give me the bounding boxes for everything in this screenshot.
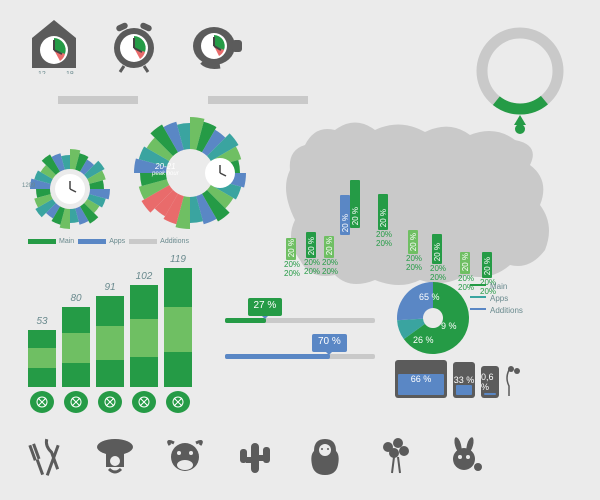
bar-icon [30, 391, 54, 413]
rabbit-icon [444, 435, 486, 482]
house-clock-icon: 12 18 [28, 18, 80, 74]
peak-hour-label: 20-21 peak hour [152, 163, 179, 177]
clock-icons-row: 12 18 [28, 18, 246, 74]
svg-text:18: 18 [66, 71, 74, 74]
bar-column: 53 [28, 330, 56, 387]
category-icons-row [24, 435, 486, 482]
pie-legend-item: Main [470, 282, 523, 291]
bar-icon [64, 391, 88, 413]
pie-label-additions: 26 % [413, 335, 434, 345]
stacked-bar-chart: 53 80 91 102 119 [28, 295, 208, 415]
pie-legend: Main Apps Additions [470, 282, 523, 318]
device-fill-chart: 66 % 33 % 0,6 % [395, 360, 521, 398]
map-bar: 20 % 20%20% [286, 238, 296, 260]
map-bar: 20 % 20%20% [306, 232, 316, 258]
bar-column: 91 [96, 296, 124, 387]
chart-legend: Main Apps Additions [28, 238, 189, 245]
fork-knife-icon [24, 435, 66, 482]
radial-chart-small: 1209 [28, 147, 112, 231]
radial-charts: 1209 20-21 peak hour [28, 115, 248, 231]
phone-small-device: 0,6 % [481, 366, 499, 398]
bar-icon [132, 391, 156, 413]
radial-left-label: 1209 [22, 183, 35, 189]
progress-slider[interactable]: 27 %.slider-bubble::after{border-top-col… [225, 300, 375, 324]
chef-hat-icon [94, 435, 136, 482]
bar-icon [98, 391, 122, 413]
pie-label-apps: 9 % [441, 321, 457, 331]
earbuds-icon [505, 366, 521, 398]
matryoshka-icon [304, 435, 346, 482]
tablet-device: 66 % [395, 360, 447, 398]
legend-item: Additions [129, 238, 189, 245]
svg-text:12: 12 [38, 71, 46, 74]
title-placeholder-bars [58, 96, 308, 104]
bar-column: 119 [164, 268, 192, 387]
wristwatch-icon [188, 18, 246, 74]
bar-column: 80 [62, 307, 90, 387]
legend-item: Apps [78, 238, 125, 245]
bar-column: 102 [130, 285, 158, 387]
map-bar: 20 % 20%20% [378, 194, 388, 230]
progress-slider[interactable]: 70 %.slider-bubble::after{border-top-col… [225, 336, 375, 360]
map-bar: 20 % 20%20% [432, 234, 442, 264]
map-bar: 20 % 20%20% [408, 230, 418, 254]
progress-sliders: 27 %.slider-bubble::after{border-top-col… [225, 300, 375, 372]
cow-head-icon [164, 435, 206, 482]
radial-chart-large: 20-21 peak hour [132, 115, 248, 231]
pie-legend-item: Apps [470, 294, 523, 303]
pie-label-main: 65 % [419, 292, 440, 302]
map-bar: 20 % [350, 180, 360, 228]
map-bar: 20 % 20%20% [460, 252, 470, 274]
phone-large-device: 33 % [453, 362, 475, 398]
bouquet-icon [374, 435, 416, 482]
pie-legend-item: Additions [470, 306, 523, 315]
map-bar: 20 % [340, 195, 350, 235]
map-bar: 20 % 20%20% [482, 252, 492, 278]
pie-chart: 65 % 9 % 26 % [395, 280, 471, 361]
alarm-clock-icon [108, 18, 160, 74]
map-bar: 20 % 20%20% [324, 236, 334, 258]
cactus-icon [234, 435, 276, 482]
map-bar-chart: 20 % 20%20% 20 % 20%20% 20 % 20%20% 20 %… [280, 110, 560, 290]
bar-icon [166, 391, 190, 413]
legend-item: Main [28, 238, 74, 245]
